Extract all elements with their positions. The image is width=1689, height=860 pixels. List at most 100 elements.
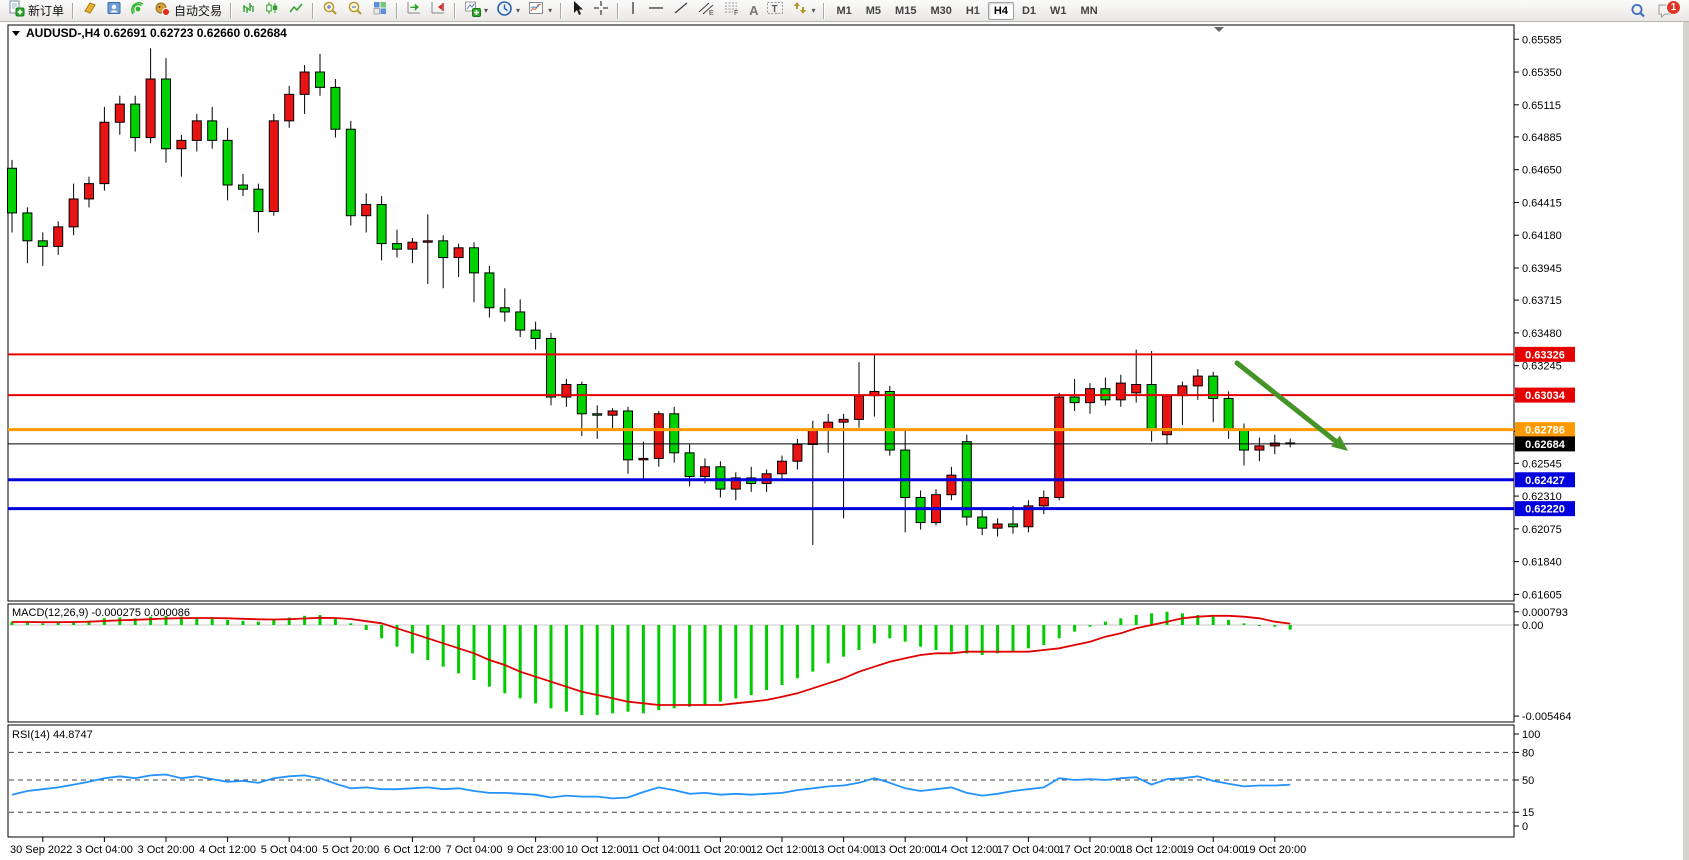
horizontal-line-button[interactable]: [643, 0, 669, 22]
macd-bar: [380, 625, 384, 639]
separator: [396, 2, 399, 19]
market-watch-button[interactable]: [102, 0, 126, 22]
zoom-out-button[interactable]: [343, 0, 368, 22]
candlestick: [499, 288, 510, 322]
macd-bar: [426, 625, 430, 660]
candlestick: [145, 48, 156, 144]
separator: [560, 2, 563, 19]
periods-button[interactable]: ▾: [492, 0, 524, 22]
macd-bar: [318, 615, 322, 625]
macd-bar: [1088, 625, 1092, 627]
rsi-axis-label: 80: [1522, 747, 1534, 759]
candlestick: [730, 472, 741, 501]
rsi-axis-label: 15: [1522, 807, 1534, 819]
time-tick-label: 11 Oct 04:00: [628, 844, 690, 856]
timeframe-m15-button[interactable]: M15: [895, 4, 917, 17]
macd-bar: [1150, 613, 1154, 625]
text-label-button[interactable]: T: [762, 0, 788, 22]
auto-trading-button[interactable]: 自动交易: [150, 0, 226, 22]
time-tick-label: 18 Oct 12:00: [1120, 844, 1183, 856]
price-tick-label: 0.61605: [1522, 589, 1562, 601]
time-tick-label: 5 Oct 20:00: [322, 844, 379, 856]
candlestick: [315, 53, 325, 96]
arrows-button[interactable]: ▾: [788, 0, 819, 22]
channel-icon: E: [697, 0, 715, 21]
arrow-shaft[interactable]: [1234, 360, 1338, 444]
candlestick-chart-button[interactable]: [260, 0, 284, 22]
zoom-out-icon: [347, 0, 364, 22]
timeframe-h4-button[interactable]: H4: [987, 1, 1014, 20]
price-badge: 0.62786: [1515, 422, 1575, 438]
fibonacci-button[interactable]: F: [719, 0, 745, 22]
macd-bar: [179, 616, 183, 625]
rsi-indicator: 100 80 50 15 0: [9, 729, 1540, 833]
line-chart-button[interactable]: [284, 0, 308, 22]
macd-bar: [595, 625, 599, 715]
price-tick-label: 0.63715: [1522, 295, 1562, 307]
macd-bar: [149, 616, 153, 625]
macd-bar: [564, 625, 568, 712]
vertical-line-button[interactable]: [623, 0, 643, 22]
indicators-button[interactable]: ▾: [460, 0, 492, 22]
bar-chart-button[interactable]: [236, 0, 260, 22]
candlestick: [22, 207, 33, 264]
candlestick: [376, 196, 387, 261]
zoom-in-icon: [322, 0, 339, 22]
signals-button[interactable]: [126, 0, 150, 22]
candlestick: [946, 466, 957, 501]
rsi-panel-frame: [7, 724, 1515, 838]
svg-text:0.62220: 0.62220: [1525, 504, 1565, 516]
svg-text:0.63034: 0.63034: [1525, 390, 1566, 402]
timeframe-m30-button[interactable]: M30: [930, 4, 952, 17]
candlestick: [407, 238, 418, 264]
candlestick: [1054, 392, 1065, 501]
chat-button[interactable]: 1: [1657, 0, 1681, 20]
macd-bar: [657, 625, 661, 710]
chart-shift-marker[interactable]: [1214, 27, 1224, 32]
macd-bar: [1211, 616, 1215, 625]
trendline-button[interactable]: [669, 0, 693, 22]
candlestick: [330, 79, 341, 138]
metaeditor-button[interactable]: [78, 0, 102, 22]
down-arrow-annotation[interactable]: [1234, 360, 1348, 451]
timeframe-h1-button[interactable]: H1: [965, 4, 980, 17]
macd-signal-line: [12, 614, 1291, 706]
new-order-button[interactable]: 新订单: [4, 0, 68, 22]
tile-windows-button[interactable]: [368, 0, 392, 22]
macd-panel-frame: [7, 603, 1515, 723]
timeframe-m1-button[interactable]: M1: [836, 4, 852, 17]
add-indicator-icon: [464, 0, 482, 22]
timeframe-d1-button[interactable]: D1: [1021, 4, 1037, 17]
cursor-button[interactable]: [566, 0, 589, 22]
zoom-in-button[interactable]: [318, 0, 343, 22]
timeframe-mn-button[interactable]: MN: [1080, 4, 1098, 17]
time-tick-label: 17 Oct 20:00: [1059, 844, 1122, 856]
horizontal-line-objects[interactable]: [8, 353, 1514, 511]
macd-bar: [872, 625, 876, 644]
candlestick: [238, 173, 248, 197]
timeframe-w1-button[interactable]: W1: [1050, 4, 1067, 17]
templates-button[interactable]: ▾: [524, 0, 556, 22]
crosshair-button[interactable]: [589, 0, 613, 22]
timeframe-m5-button[interactable]: M5: [865, 4, 882, 17]
text-button[interactable]: A: [745, 0, 762, 22]
candlestick: [977, 508, 988, 536]
equidistant-channel-button[interactable]: E: [693, 0, 719, 22]
search-button[interactable]: [1625, 0, 1651, 22]
auto-scroll-button[interactable]: [402, 0, 426, 22]
price-tick-label: 0.62075: [1522, 524, 1562, 536]
time-tick-label: 12 Oct 12:00: [751, 844, 814, 856]
candlestick: [453, 243, 464, 278]
price-chart[interactable]: 0.65585 0.65350 0.65115 0.64885 0.64650 0.644…: [0, 22, 1689, 860]
window-edge: [1683, 22, 1689, 860]
chart-shift-button[interactable]: [426, 0, 450, 22]
svg-text:E: E: [709, 10, 714, 16]
text-label-icon: T: [766, 0, 784, 21]
macd-bar: [25, 622, 29, 625]
candlestick: [253, 183, 264, 233]
macd-bar: [965, 625, 969, 654]
symbol-dropdown-icon[interactable]: [12, 31, 20, 36]
svg-text:F: F: [734, 10, 738, 16]
price-axis: 0.65585 0.65350 0.65115 0.64885 0.64650 0.644…: [1514, 34, 1562, 601]
arrow-head[interactable]: [1331, 435, 1348, 451]
